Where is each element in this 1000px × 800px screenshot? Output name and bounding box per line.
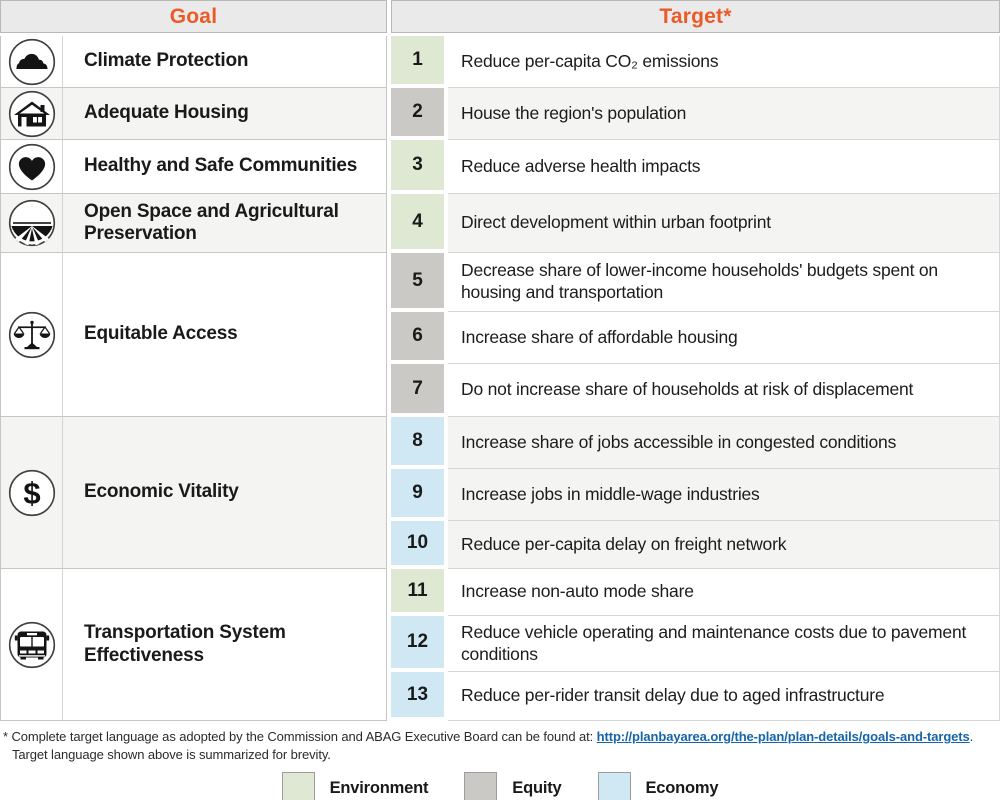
goal-icon-cell xyxy=(0,253,63,417)
target-number: 9 xyxy=(391,469,444,521)
goal-name: Climate Protection xyxy=(63,36,387,88)
scales-icon xyxy=(8,311,55,358)
target-text: Reduce per-rider transit delay due to ag… xyxy=(448,672,1000,721)
goal-icon-cell xyxy=(0,36,63,88)
goal-icon-cell xyxy=(0,569,63,721)
legend-item-economy: Economy xyxy=(597,772,719,800)
footnote-link[interactable]: http://planbayarea.org/the-plan/plan-det… xyxy=(596,729,970,744)
footnote-text-suffix: . xyxy=(969,729,974,744)
svg-text:$: $ xyxy=(23,475,40,510)
target-number: 12 xyxy=(391,616,444,672)
target-text: Direct development within urban footprin… xyxy=(448,194,1000,253)
target-text: Decrease share of lower-income household… xyxy=(448,253,1000,312)
target-number: 7 xyxy=(391,364,444,417)
goal-name: Equitable Access xyxy=(63,253,387,417)
target-text: Increase share of affordable housing xyxy=(448,312,1000,364)
goal-icon-cell xyxy=(0,140,63,194)
goals-targets-grid: Goal Target* Climate Protection 1 Reduce… xyxy=(0,0,1000,721)
footnote-text-prefix: * Complete target language as adopted by… xyxy=(3,729,597,744)
target-number: 4 xyxy=(391,194,444,253)
target-text: Do not increase share of households at r… xyxy=(448,364,1000,417)
target-text: Increase jobs in middle-wage industries xyxy=(448,469,1000,521)
heart-icon xyxy=(8,143,55,190)
cloud-icon xyxy=(8,38,55,85)
legend-label: Environment xyxy=(329,779,429,798)
target-number: 2 xyxy=(391,88,444,140)
target-number: 3 xyxy=(391,140,444,194)
goal-name: Open Space and Agricultural Preservation xyxy=(63,194,387,253)
goal-column-header: Goal xyxy=(0,0,387,33)
target-text: Increase share of jobs accessible in con… xyxy=(448,417,1000,469)
target-column-header: Target* xyxy=(391,0,1000,33)
target-number: 8 xyxy=(391,417,444,469)
legend-label: Economy xyxy=(645,779,719,798)
target-number: 11 xyxy=(391,569,444,616)
target-number: 5 xyxy=(391,253,444,312)
goal-icon-cell: $ xyxy=(0,417,63,569)
dollar-icon: $ xyxy=(8,469,55,516)
goal-name: Healthy and Safe Communities xyxy=(63,140,387,194)
legend-item-equity: Equity xyxy=(464,772,562,800)
target-number: 13 xyxy=(391,672,444,721)
category-legend: Environment Equity Economy xyxy=(0,772,1000,800)
target-number: 6 xyxy=(391,312,444,364)
target-number: 1 xyxy=(391,36,444,88)
goal-icon-cell xyxy=(0,88,63,140)
economy-swatch xyxy=(597,772,631,800)
target-text: Reduce vehicle operating and maintenance… xyxy=(448,616,1000,672)
target-number: 10 xyxy=(391,521,444,569)
equity-swatch xyxy=(464,772,498,800)
bus-icon xyxy=(8,621,55,668)
target-text: House the region's population xyxy=(448,88,1000,140)
field-icon xyxy=(8,199,55,247)
legend-item-environment: Environment xyxy=(281,772,429,800)
goal-icon-cell xyxy=(0,194,63,253)
house-icon xyxy=(8,90,55,137)
target-text: Reduce adverse health impacts xyxy=(448,140,1000,194)
environment-swatch xyxy=(281,772,315,800)
footnote-line2: Target language shown above is summarize… xyxy=(12,746,331,762)
footnote: * Complete target language as adopted by… xyxy=(0,721,1000,763)
goal-name: Adequate Housing xyxy=(63,88,387,140)
target-text: Reduce per-capita CO₂ emissions xyxy=(448,36,1000,88)
target-text: Increase non-auto mode share xyxy=(448,569,1000,616)
target-text: Reduce per-capita delay on freight netwo… xyxy=(448,521,1000,569)
legend-label: Equity xyxy=(512,779,562,798)
goal-name: Transportation System Effectiveness xyxy=(63,569,387,721)
goal-name: Economic Vitality xyxy=(63,417,387,569)
